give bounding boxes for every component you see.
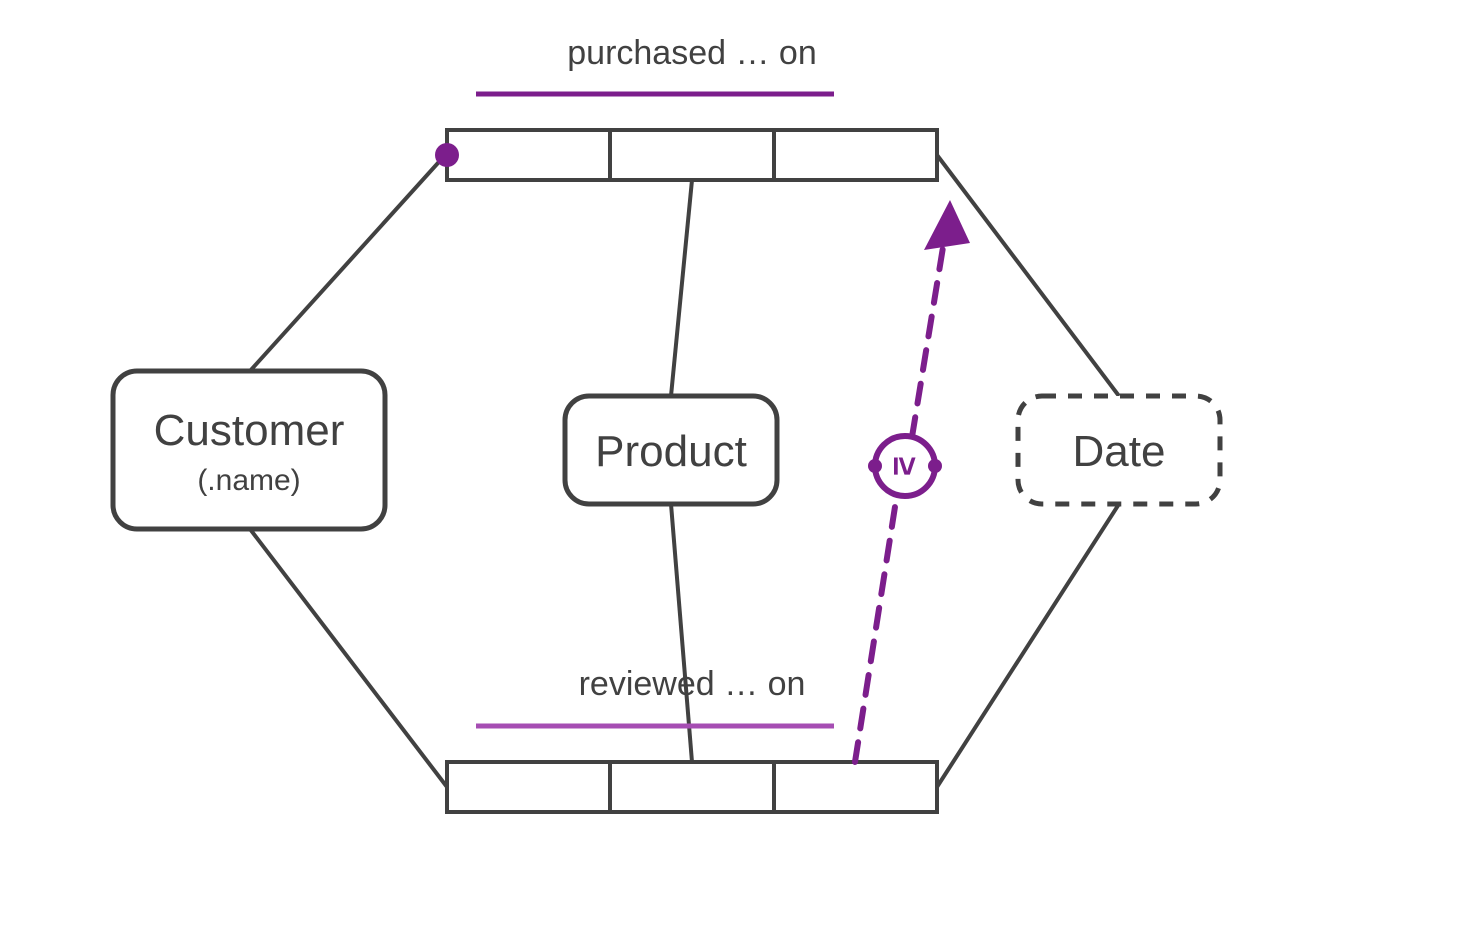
node-product-label: Product xyxy=(595,427,747,476)
relation-bar-top-label: purchased … on xyxy=(567,34,817,72)
edge-customer-top xyxy=(250,153,447,371)
edge-date-top xyxy=(937,155,1119,396)
node-customer: Customer (.name) xyxy=(113,371,385,529)
node-customer-sublabel: (.name) xyxy=(197,464,300,497)
constraint-arrow-lower xyxy=(855,494,897,762)
relation-bar-bottom-box xyxy=(447,762,937,812)
relation-bar-top: purchased … on xyxy=(435,34,937,180)
operator-symbol: ≥ xyxy=(886,457,924,476)
constraint-arrowhead xyxy=(924,200,970,250)
operator-dot-right xyxy=(928,459,942,473)
constraint-arrow-upper xyxy=(912,235,945,437)
edge-date-bot xyxy=(937,504,1119,787)
node-product: Product xyxy=(565,396,777,504)
operator-dot-left xyxy=(868,459,882,473)
node-date-label: Date xyxy=(1073,427,1166,476)
node-customer-label: Customer xyxy=(154,406,345,455)
relation-bar-top-box xyxy=(447,130,937,180)
relation-bar-top-dot xyxy=(435,143,459,167)
relation-bar-bottom-label: reviewed … on xyxy=(579,665,806,703)
edge-customer-bot xyxy=(250,529,447,787)
relational-diagram: purchased … on reviewed … on ≥ Customer … xyxy=(0,0,1468,948)
constraint-arrow: ≥ xyxy=(855,200,970,762)
edge-product-bot xyxy=(671,504,692,762)
node-date: Date xyxy=(1018,396,1220,504)
edge-product-top xyxy=(671,180,692,396)
